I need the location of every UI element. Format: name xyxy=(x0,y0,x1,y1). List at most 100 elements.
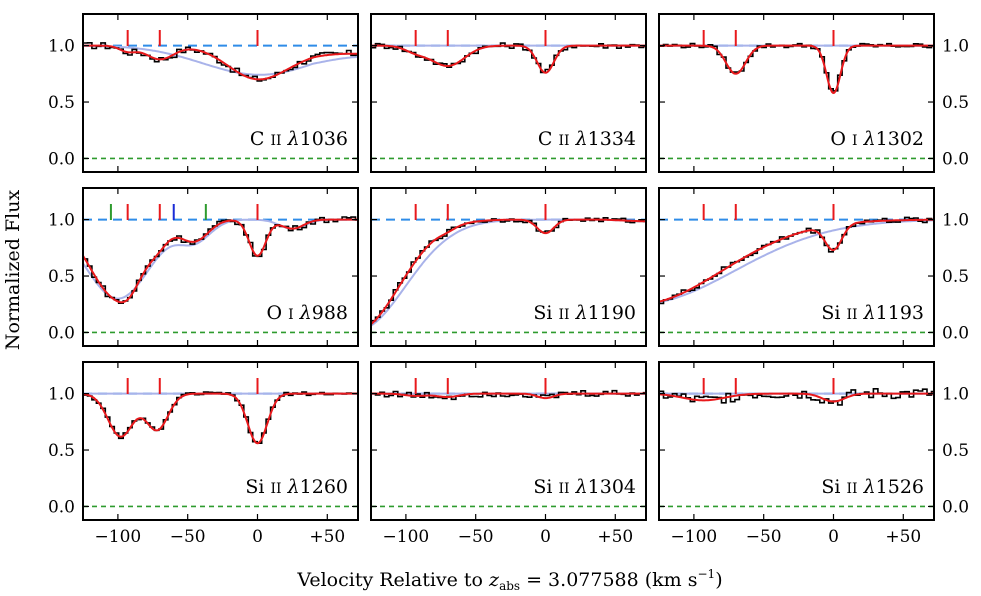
panel-frame xyxy=(370,187,647,347)
y-tick-label: 1.0 xyxy=(48,211,75,231)
ion-stage: II xyxy=(270,133,281,149)
x-tick-label: +50 xyxy=(597,527,633,547)
y-tick-label: 0.0 xyxy=(48,323,75,343)
lambda-symbol: λ xyxy=(282,128,300,150)
ion-name: Si xyxy=(533,476,558,498)
plot-area xyxy=(83,216,358,334)
y-tick-label: 0.5 xyxy=(48,267,75,287)
wavelength: 1302 xyxy=(876,128,924,150)
x-tick-label: 0 xyxy=(828,527,839,547)
y-tick-label: 0.5 xyxy=(942,441,969,461)
panel-si1190: Si II λ1190 xyxy=(370,187,647,347)
x-tick-label: 0 xyxy=(252,527,263,547)
panel-frame xyxy=(658,187,935,347)
ion-name: C xyxy=(538,128,559,150)
transition-label: O I λ988 xyxy=(266,302,348,324)
flux-histogram xyxy=(83,216,358,304)
lambda-symbol: λ xyxy=(570,302,588,324)
panel-o1302: 0.0 0.5 1.0 O I λ1302 xyxy=(658,13,969,173)
plot-area xyxy=(371,42,646,160)
y-tick-label: 0.0 xyxy=(942,149,969,169)
x-axis-label: Velocity Relative to zabs = 3.077588 (km… xyxy=(296,567,722,593)
panel-si1304: −100 −50 0 +50 Si II λ1304 xyxy=(370,361,647,547)
model-curve xyxy=(371,218,646,325)
panel-o988: 0.0 0.5 1.0 O I λ988 xyxy=(48,187,359,347)
ion-stage: II xyxy=(558,133,569,149)
transition-label: Si II λ1190 xyxy=(533,302,636,324)
ion-name: Si xyxy=(533,302,558,324)
panel-c1036: 0.0 0.5 1.0 C II λ1036 xyxy=(48,13,359,173)
panel-si1526: −100 −50 0 +50 0.0 0.5 1.0 Si II λ1526 xyxy=(658,361,969,547)
wavelength: 1190 xyxy=(588,302,636,324)
x-axis-label-sub: abs xyxy=(499,579,520,593)
y-tick-label: 0.0 xyxy=(48,149,75,169)
flux-histogram xyxy=(371,42,646,74)
panel-grid: 0.00.51.0C II λ1036 C II λ13340.00.51.0O … xyxy=(48,13,969,547)
x-axis-label-close: ) xyxy=(715,569,722,591)
model-curve xyxy=(83,392,358,445)
panel-frame xyxy=(82,13,359,173)
ion-name: Si xyxy=(821,302,846,324)
panel-si1193: 0.0 0.5 1.0 Si II λ1193 xyxy=(658,187,969,347)
x-tick-label: −100 xyxy=(383,527,430,547)
plot-area xyxy=(659,216,934,334)
plot-area xyxy=(371,217,646,334)
y-tick-label: 0.0 xyxy=(942,323,969,343)
component-curve xyxy=(83,218,358,300)
ion-stage: II xyxy=(846,481,857,497)
transition-label: Si II λ1193 xyxy=(821,302,924,324)
model-curve xyxy=(371,392,646,400)
x-tick-label: −100 xyxy=(95,527,142,547)
wavelength: 1260 xyxy=(300,476,348,498)
panel-frame xyxy=(658,361,935,521)
ion-name: O xyxy=(830,128,852,150)
x-tick-label: −50 xyxy=(170,527,206,547)
model-curve xyxy=(83,218,358,304)
panel-frame xyxy=(370,13,647,173)
lambda-symbol: λ xyxy=(858,302,876,324)
component-curve xyxy=(659,219,934,304)
wavelength: 1036 xyxy=(300,128,348,150)
lambda-symbol: λ xyxy=(294,302,312,324)
x-tick-label: −50 xyxy=(458,527,494,547)
x-tick-label: 0 xyxy=(540,527,551,547)
panel-si1260: −100 −50 0 +50 0.0 0.5 1.0 Si II λ1260 xyxy=(48,361,359,547)
panel-frame xyxy=(82,187,359,347)
x-axis-label-prefix: Velocity Relative to xyxy=(296,569,489,591)
wavelength: 1193 xyxy=(876,302,924,324)
y-tick-label: 0.5 xyxy=(942,93,969,113)
x-tick-label: −50 xyxy=(746,527,782,547)
x-tick-label: +50 xyxy=(309,527,345,547)
ion-stage: II xyxy=(558,481,569,497)
panel-frame xyxy=(370,361,647,521)
y-axis-label: Normalized Flux xyxy=(2,190,24,351)
ion-name: Si xyxy=(821,476,846,498)
plot-area xyxy=(83,391,358,508)
flux-histogram xyxy=(659,388,934,406)
y-tick-label: 1.0 xyxy=(48,37,75,57)
lambda-symbol: λ xyxy=(282,476,300,498)
lambda-symbol: λ xyxy=(858,128,876,150)
model-curve xyxy=(371,44,646,74)
model-curve xyxy=(659,392,934,403)
y-tick-label: 1.0 xyxy=(48,385,75,405)
y-tick-label: 0.0 xyxy=(48,497,75,517)
lambda-symbol: λ xyxy=(858,476,876,498)
ion-name: Si xyxy=(245,476,270,498)
ion-stage: I xyxy=(288,307,294,323)
model-curve xyxy=(659,44,934,95)
wavelength: 988 xyxy=(312,302,348,324)
x-axis-label-var: z xyxy=(488,569,500,591)
x-axis-label-sup: −1 xyxy=(698,567,716,581)
ion-name: O xyxy=(266,302,288,324)
y-tick-label: 0.5 xyxy=(942,267,969,287)
y-tick-label: 1.0 xyxy=(942,211,969,231)
ion-stage: II xyxy=(846,307,857,323)
transition-label: O I λ1302 xyxy=(830,128,924,150)
x-axis-label-eq: = 3.077588 (km s xyxy=(520,569,697,591)
transition-label: C II λ1334 xyxy=(538,128,636,150)
panel-frame xyxy=(82,361,359,521)
plot-area xyxy=(371,389,646,508)
model-curve xyxy=(83,44,358,81)
